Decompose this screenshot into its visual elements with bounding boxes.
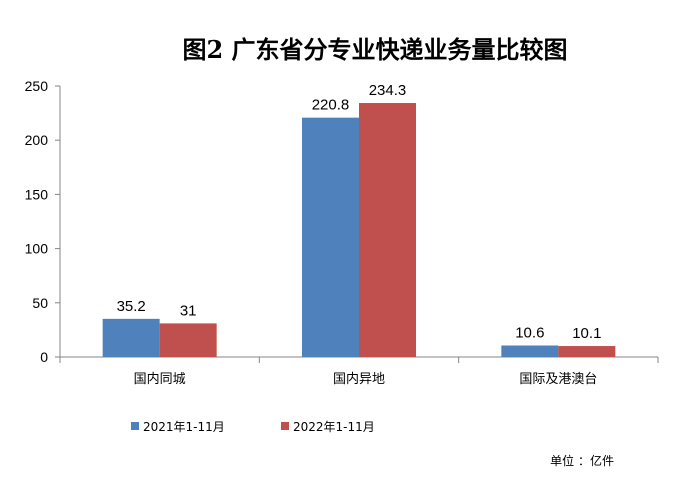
bar [159,323,217,357]
data-label: 220.8 [312,97,350,114]
y-tick-label: 150 [25,186,49,202]
y-tick-label: 250 [25,78,49,94]
bar [302,117,359,357]
bar [102,318,160,357]
bar [501,345,559,357]
data-label: 10.6 [515,325,544,342]
unit-note: 单位 ：亿件 [550,453,614,468]
bar [359,103,416,357]
y-tick-label: 100 [25,241,49,257]
x-category-label: 国际及港澳台 [519,371,597,387]
y-tick-label: 200 [25,132,49,148]
legend-label: 2021年1-11月 [143,420,225,434]
axes: 0 50 100 150 200 250 国内同城 国内异地 国际及港澳台 [25,78,659,387]
data-label: 234.3 [369,82,407,99]
x-category-label: 国内异地 [333,371,385,387]
legend-label: 2022年1-11月 [293,420,375,434]
data-label: 35.2 [117,298,146,315]
x-category-label: 国内同城 [134,371,186,387]
legend-swatch [131,422,139,430]
y-tick-label: 50 [32,295,48,311]
legend: 2021年1-11月 2022年1-11月 [131,420,375,434]
data-label: 10.1 [572,325,601,342]
legend-swatch [281,422,289,430]
y-tick-label: 0 [40,349,48,365]
bar [558,346,616,357]
chart-title: 图2 广东省分专业快递业务量比较图 [182,35,567,64]
bars: 35.2 220.8 10.6 31 234.3 10.1 [102,82,616,357]
data-label: 31 [180,302,197,319]
